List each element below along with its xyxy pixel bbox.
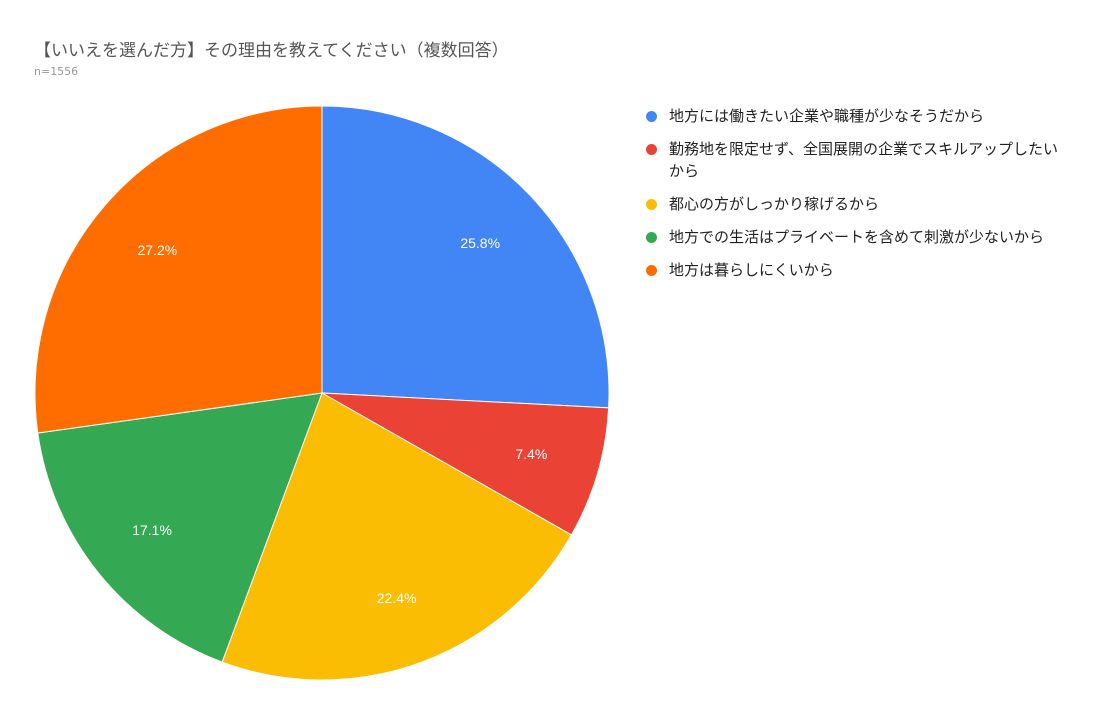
legend-label: 勤務地を限定せず、全国展開の企業でスキルアップしたいから <box>669 140 1058 180</box>
legend-dot-icon <box>646 111 657 122</box>
legend-dot-icon <box>646 232 657 243</box>
legend-label: 地方は暮らしにくいから <box>669 261 834 279</box>
slice-label-4: 27.2% <box>138 242 178 258</box>
slice-label-2: 22.4% <box>377 590 417 606</box>
pie-slice-4[interactable] <box>34 105 323 434</box>
legend-label: 地方での生活はプライベートを含めて刺激が少ないから <box>669 228 1045 246</box>
legend-label: 都心の方がしっかり稼げるから <box>669 195 880 213</box>
legend-item[interactable]: 地方での生活はプライベートを含めて刺激が少ないから <box>646 226 1066 248</box>
legend-dot-icon <box>646 144 657 155</box>
legend-item[interactable]: 地方は暮らしにくいから <box>646 259 1066 281</box>
pie-slice-0[interactable] <box>321 105 610 409</box>
pie-slice-2[interactable] <box>221 392 573 681</box>
pie-slice-1[interactable] <box>321 392 610 536</box>
chart-title: 【いいえを選んだ方】その理由を教えてください（複数回答） <box>34 41 509 61</box>
legend-dot-icon <box>646 199 657 210</box>
pie-slice-3[interactable] <box>37 392 323 663</box>
chart-subtitle: n=1556 <box>34 65 79 78</box>
legend-dot-icon <box>646 265 657 276</box>
pie-chart: 25.8% 7.4% 22.4% 17.1% 27.2% <box>34 105 610 681</box>
slice-label-3: 17.1% <box>132 522 172 538</box>
legend-item[interactable]: 勤務地を限定せず、全国展開の企業でスキルアップしたいから <box>646 138 1066 182</box>
legend-label: 地方には働きたい企業や職種が少なそうだから <box>669 107 985 125</box>
legend-item[interactable]: 都心の方がしっかり稼げるから <box>646 193 1066 215</box>
legend: 地方には働きたい企業や職種が少なそうだから勤務地を限定せず、全国展開の企業でスキ… <box>646 105 1066 292</box>
slice-label-1: 7.4% <box>515 446 547 462</box>
legend-item[interactable]: 地方には働きたい企業や職種が少なそうだから <box>646 105 1066 127</box>
slice-label-0: 25.8% <box>460 235 500 251</box>
